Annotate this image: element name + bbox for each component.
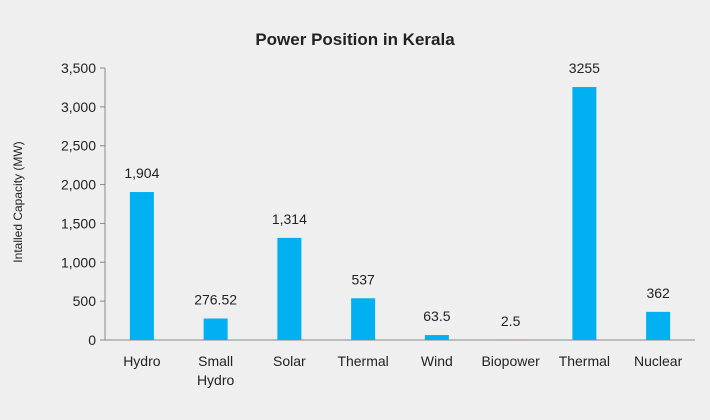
x-tick-label-line: Wind (421, 353, 453, 369)
data-label: 537 (351, 271, 375, 287)
x-tick-label: Biopower (481, 353, 540, 369)
x-tick-label-line: Nuclear (634, 353, 683, 369)
x-tick-label: Thermal (337, 353, 388, 369)
x-tick-label: Thermal (559, 353, 610, 369)
data-label: 1,314 (272, 211, 307, 227)
bar (572, 87, 597, 340)
x-tick-label-line: Solar (273, 353, 306, 369)
y-tick-label: 2,500 (61, 138, 96, 154)
plot-area: 0 500 1,000 1,500 2,000 2,500 3,000 3,500 1,904 H… (61, 60, 695, 388)
x-tick-label: Hydro (123, 353, 161, 369)
y-axis-label: Intalled Capacity (MW) (11, 141, 25, 262)
bar (277, 237, 302, 340)
x-tick-label-line: Thermal (337, 353, 388, 369)
bar (646, 311, 671, 340)
y-tick-label: 0 (88, 332, 96, 348)
y-tick-label: 1,500 (61, 215, 96, 231)
x-tick-label: Solar (273, 353, 306, 369)
y-tick-label: 3,000 (61, 99, 96, 115)
x-tick-label-line: Thermal (559, 353, 610, 369)
y-tick-label: 3,500 (61, 60, 96, 76)
x-tick-label: Small Hydro (197, 353, 235, 388)
y-tick-label: 2,000 (61, 177, 96, 193)
bar (203, 318, 228, 340)
x-tick-label: Wind (421, 353, 453, 369)
bar (129, 192, 154, 340)
x-tick-label-line: Small (198, 353, 233, 369)
data-label: 276.52 (194, 292, 237, 308)
data-label: 1,904 (124, 165, 159, 181)
data-label: 2.5 (501, 313, 521, 329)
x-tick-label: Nuclear (634, 353, 683, 369)
bar (424, 335, 449, 340)
x-tick-label-line: Hydro (123, 353, 161, 369)
data-label: 3255 (569, 60, 600, 76)
bar (351, 298, 376, 340)
data-label: 63.5 (423, 308, 450, 324)
y-tick-label: 1,000 (61, 254, 96, 270)
data-label: 362 (646, 285, 670, 301)
x-tick-label-line: Biopower (481, 353, 540, 369)
y-tick-label: 500 (73, 293, 97, 309)
x-tick-label-line: Hydro (197, 372, 235, 388)
chart-title: Power Position in Kerala (255, 30, 455, 49)
